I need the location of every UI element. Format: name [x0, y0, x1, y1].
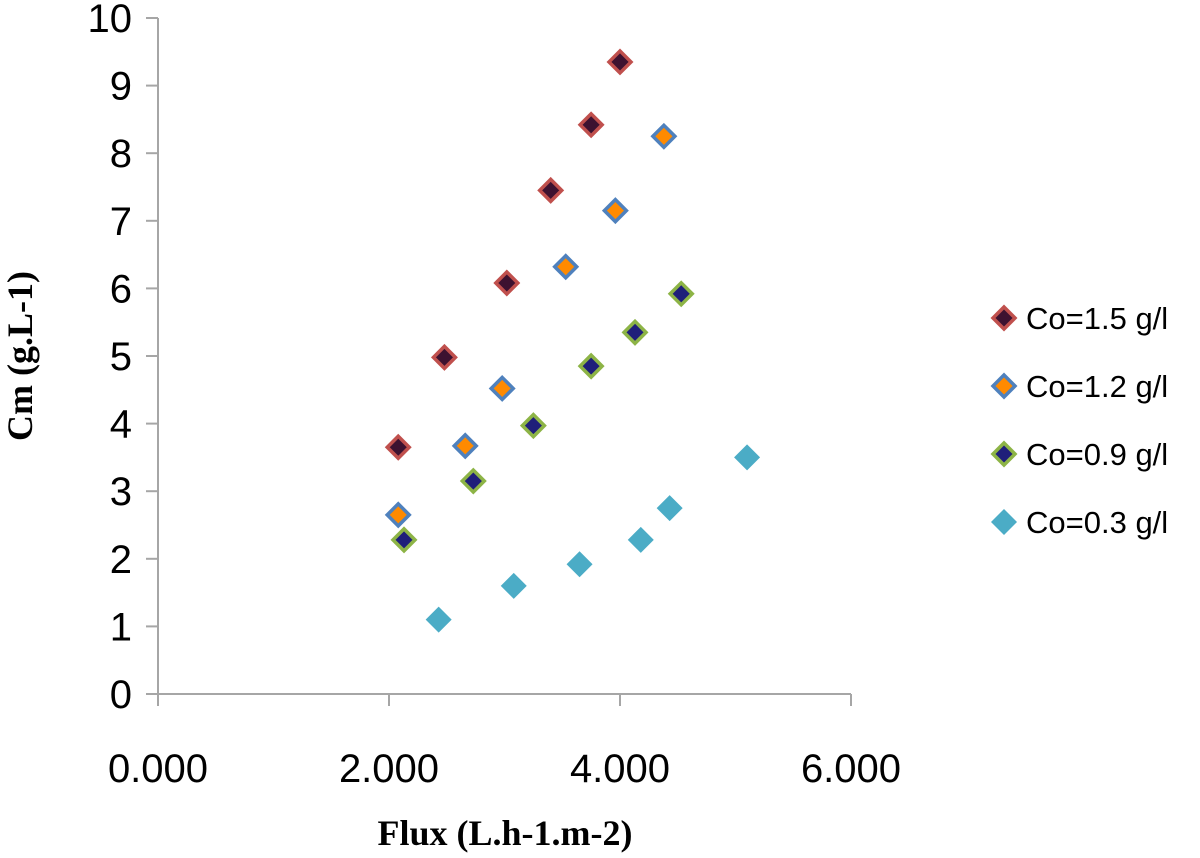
data-point: [606, 48, 634, 76]
data-point: [537, 176, 565, 204]
y-tick-label: 4: [110, 403, 132, 447]
legend-label: Co=0.9 g/l: [1026, 437, 1168, 472]
legend: Co=1.5 g/l Co=1.2 g/l Co=0.9 g/l Co=0.3 g/l: [990, 301, 1168, 540]
data-point: [577, 352, 605, 380]
legend-marker: [990, 304, 1018, 332]
data-point: [577, 111, 605, 139]
data-point: [566, 551, 593, 578]
data-point: [451, 432, 479, 460]
legend-label: Co=1.2 g/l: [1026, 369, 1168, 404]
series-2-markers: [384, 122, 678, 529]
data-point: [627, 526, 654, 553]
series-4-markers: [425, 444, 761, 633]
legend-label: Co=0.3 g/l: [1026, 505, 1168, 540]
legend-marker: [990, 440, 1018, 468]
y-tick-label: 10: [88, 0, 133, 41]
data-point: [601, 197, 629, 225]
legend-item: Co=0.3 g/l: [991, 505, 1168, 540]
data-point: [430, 343, 458, 371]
data-point: [656, 495, 683, 522]
legend-item: Co=1.5 g/l: [990, 301, 1168, 336]
y-tick-label: 5: [110, 335, 132, 379]
x-tick-label: 4.000: [570, 747, 670, 791]
data-point: [667, 280, 695, 308]
data-point: [552, 253, 580, 281]
data-point: [384, 433, 412, 461]
x-axis-ticks: 0.000 2.000 4.000 6.000: [108, 694, 901, 791]
legend-marker: [990, 372, 1018, 400]
x-tick-label: 0.000: [108, 747, 208, 791]
y-tick-label: 7: [110, 200, 132, 244]
y-axis-title: Cm (g.L-1): [0, 271, 40, 441]
y-tick-label: 9: [110, 65, 132, 109]
data-point: [734, 444, 761, 471]
legend-item: Co=1.2 g/l: [990, 369, 1168, 404]
data-point: [390, 526, 418, 554]
data-point: [500, 572, 527, 599]
x-tick-label: 2.000: [339, 747, 439, 791]
data-point: [459, 467, 487, 495]
y-tick-label: 2: [110, 538, 132, 582]
data-point: [519, 412, 547, 440]
data-point: [488, 374, 516, 402]
data-point: [493, 269, 521, 297]
x-tick-label: 6.000: [801, 747, 901, 791]
legend-label: Co=1.5 g/l: [1026, 301, 1168, 336]
legend-item: Co=0.9 g/l: [990, 437, 1168, 472]
y-tick-label: 0: [110, 673, 132, 717]
series-1-markers: [384, 48, 634, 461]
y-tick-label: 6: [110, 267, 132, 311]
data-markers: [384, 48, 761, 633]
legend-marker: [991, 509, 1017, 535]
y-tick-label: 3: [110, 470, 132, 514]
y-tick-label: 8: [110, 132, 132, 176]
series-3-markers: [390, 280, 695, 554]
data-point: [621, 318, 649, 346]
data-point: [384, 501, 412, 529]
data-point: [425, 606, 452, 633]
x-axis-title: Flux (L.h-1.m-2): [378, 813, 633, 853]
plot-area: 0 1 2 3 4 5 6 7 8 9 10 0.000 2.000 4.000 6.000: [88, 0, 902, 791]
data-point: [650, 122, 678, 150]
y-tick-label: 1: [110, 605, 132, 649]
y-axis-ticks: 0 1 2 3 4 5 6 7 8 9 10: [88, 0, 158, 717]
